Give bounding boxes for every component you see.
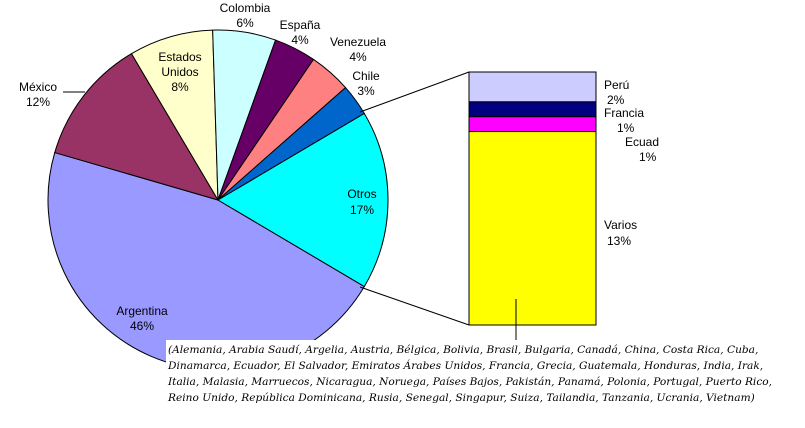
label-estados-unidos-pct: 8% — [171, 80, 189, 94]
label-argentina-pct: 46% — [130, 319, 154, 333]
pie-slice-argentina — [47, 151, 366, 371]
breakdown-labels: Perú 2% Francia 1% Ecuad 1% Varios 13% — [604, 78, 659, 248]
label-otros: Otros — [347, 187, 376, 201]
connector-line-top — [359, 71, 470, 113]
label-chile: Chile — [352, 69, 380, 83]
label-ecuador-pct: 1% — [639, 150, 657, 164]
pie-slice-otros — [217, 112, 389, 288]
label-peru-pct: 2% — [607, 93, 625, 107]
label-venezuela-pct: 4% — [349, 50, 367, 64]
bar-segment-varios — [468, 131, 597, 326]
pie-slice-mexico — [54, 52, 220, 201]
breakdown-bar — [468, 71, 597, 326]
label-francia-pct: 1% — [617, 121, 635, 135]
label-espana-pct: 4% — [291, 33, 309, 47]
label-peru: Perú — [604, 78, 629, 92]
bar-segment-ecuador — [468, 116, 597, 133]
bar-segment-peru — [468, 71, 597, 103]
label-colombia: Colombia — [220, 1, 271, 15]
label-francia: Francia — [604, 106, 644, 120]
label-espana: España — [280, 18, 321, 32]
label-venezuela: Venezuela — [330, 35, 386, 49]
bar-segment-francia — [468, 101, 597, 118]
label-mexico-pct: 12% — [26, 95, 50, 109]
label-colombia-pct: 6% — [236, 16, 254, 30]
label-varios-pct: 13% — [607, 234, 631, 248]
connector-line-bottom — [359, 286, 470, 326]
pie — [47, 29, 389, 371]
label-estados-unidos-1: Estados — [158, 50, 201, 64]
label-estados-unidos-2: Unidos — [161, 65, 198, 79]
connector-lines — [63, 71, 517, 345]
label-argentina: Argentina — [116, 304, 168, 318]
label-varios: Varios — [604, 218, 637, 232]
label-ecuador: Ecuad — [625, 135, 659, 149]
varios-countries-note: (Alemania, Arabia Saudí, Argelia, Austri… — [166, 340, 775, 406]
label-chile-pct: 3% — [357, 84, 375, 98]
label-otros-pct: 17% — [350, 203, 374, 217]
pie-labels: Argentina 46% México 12% Estados Unidos … — [19, 1, 386, 333]
label-mexico: México — [19, 80, 57, 94]
